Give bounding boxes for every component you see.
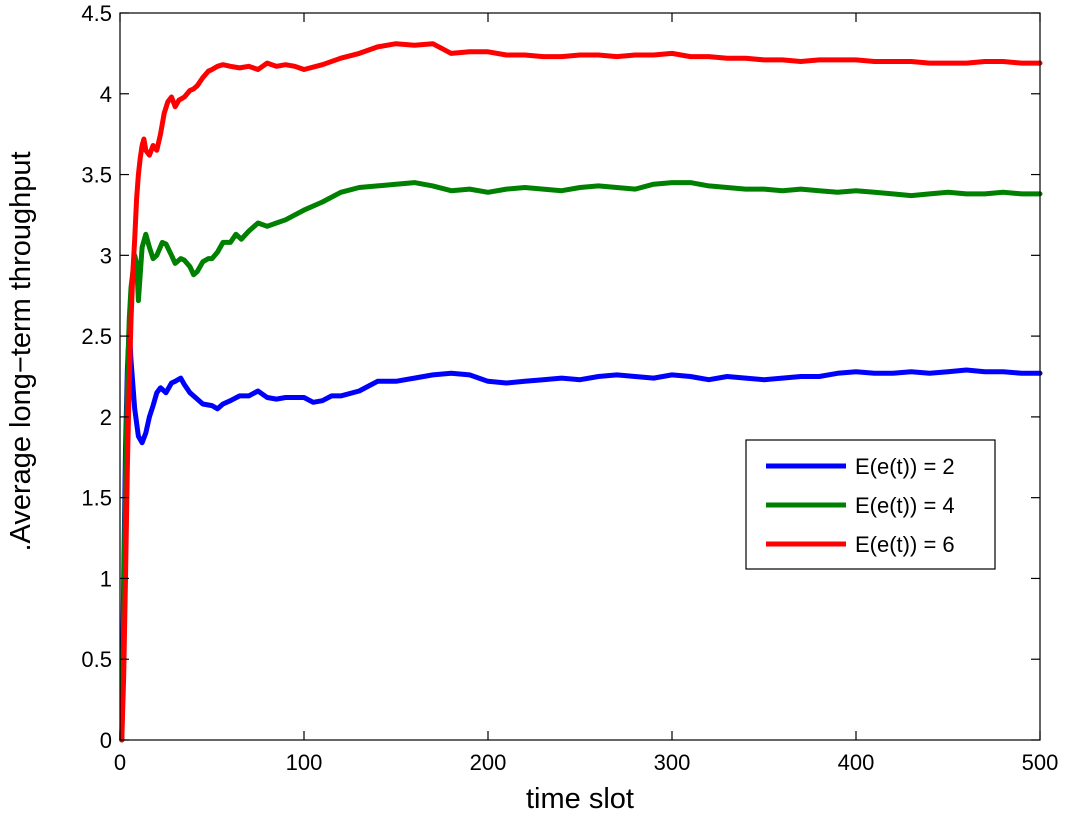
x-tick-label: 200 [470,750,507,775]
y-tick-label: 3.5 [81,163,112,188]
x-tick-label: 300 [654,750,691,775]
y-tick-label: 3 [100,243,112,268]
y-tick-label: 4 [100,82,112,107]
y-axis-tick-labels: 0 0.5 1 1.5 2 2.5 3 3.5 4 4.5 [81,1,112,753]
y-tick-label: 1.5 [81,486,112,511]
legend-label: E(e(t)) = 2 [855,454,955,479]
y-tick-label: 4.5 [81,1,112,26]
x-tick-label: 400 [838,750,875,775]
axis-ticks [119,12,1041,741]
x-axis-title: time slot [526,783,634,815]
x-tick-label: 100 [286,750,323,775]
legend-label: E(e(t)) = 4 [855,493,955,518]
series-line-1 [119,325,1043,743]
series-line-2 [119,180,1043,743]
x-axis-tick-labels: 0 100 200 300 400 500 [114,750,1058,775]
y-axis-title: .Average long−term throughput [5,151,37,551]
y-tick-label: 1 [100,566,112,591]
x-tick-label: 500 [1022,750,1059,775]
y-tick-label: 2 [100,405,112,430]
y-tick-label: 2.5 [81,324,112,349]
series-lines [119,41,1043,743]
series-line-3 [119,41,1043,743]
plot-area-frame [119,12,1041,741]
y-tick-label: 0.5 [81,647,112,672]
legend-label: E(e(t)) = 6 [855,532,955,557]
y-tick-label: 0 [100,728,112,753]
legend: E(e(t)) = 2 E(e(t)) = 4 E(e(t)) = 6 [745,439,996,570]
x-tick-label: 0 [114,750,126,775]
